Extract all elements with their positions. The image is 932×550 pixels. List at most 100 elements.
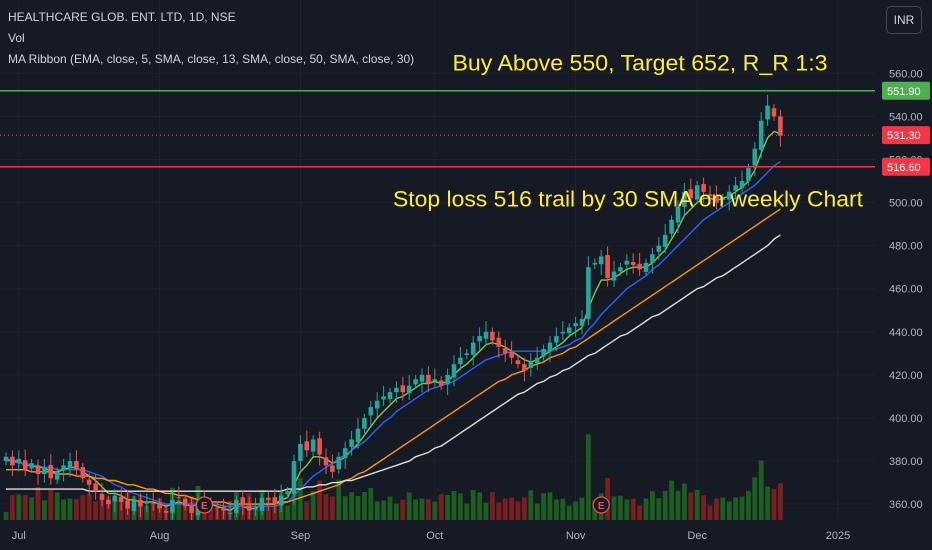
candle — [400, 376, 406, 401]
candle — [394, 381, 399, 403]
volume-bar — [490, 492, 495, 520]
candle — [144, 493, 150, 513]
candle — [99, 483, 105, 507]
candle-body — [477, 336, 482, 342]
candle-body — [131, 499, 137, 512]
price-tick-label: 480.00 — [889, 241, 923, 253]
candle — [93, 474, 98, 500]
candle — [259, 493, 265, 516]
candle-body — [618, 267, 623, 272]
volume-bar — [566, 505, 572, 520]
volume-bar — [643, 498, 649, 520]
candle-body — [138, 499, 143, 507]
volume-bar — [144, 505, 150, 520]
earnings-marker: E — [592, 496, 610, 514]
candle — [720, 193, 726, 205]
candle-body — [675, 206, 681, 223]
time-tick-label: Jul — [12, 530, 26, 542]
volume-bar — [298, 478, 303, 520]
candle-body — [35, 465, 41, 474]
volume-bar — [515, 501, 521, 520]
candle — [285, 486, 290, 499]
candle-body — [86, 479, 92, 485]
candle-body — [298, 443, 303, 462]
candle-body — [330, 465, 335, 472]
candle-body — [317, 438, 322, 455]
candle-body — [99, 493, 105, 500]
candle-body — [150, 503, 156, 505]
candle-body — [16, 458, 22, 463]
volume-bar — [35, 487, 41, 520]
candle — [739, 170, 745, 195]
candle-body — [189, 505, 194, 513]
volume-bar — [74, 499, 79, 520]
candle — [35, 459, 41, 485]
volume-bar — [682, 483, 687, 520]
candle — [714, 185, 719, 210]
candle — [342, 441, 348, 469]
candle — [419, 368, 425, 393]
candle-body — [368, 407, 374, 416]
candle-body — [598, 256, 604, 265]
candle-body — [349, 439, 354, 447]
volume-bar — [470, 490, 476, 520]
volume-bar — [522, 497, 527, 520]
candle — [246, 496, 252, 520]
candle — [138, 493, 143, 518]
candle — [656, 237, 662, 261]
earnings-label: E — [598, 501, 605, 512]
candle-body — [630, 262, 636, 266]
currency-button[interactable]: INR — [886, 6, 922, 34]
time-tick-label: Dec — [687, 530, 707, 542]
candle — [432, 368, 438, 388]
volume-bar — [285, 505, 290, 520]
volume-bar — [93, 501, 98, 520]
candle-body — [470, 342, 476, 355]
candle — [650, 247, 655, 274]
candle-body — [234, 499, 239, 513]
candle-body — [502, 348, 508, 354]
candle — [490, 327, 495, 345]
volume-bar — [605, 478, 610, 520]
candle — [118, 488, 124, 511]
volume-bar — [701, 495, 706, 520]
candle-body — [259, 497, 265, 512]
price-label-box — [882, 81, 930, 100]
volume-bar — [432, 501, 438, 520]
candle — [586, 256, 591, 326]
candle-body — [522, 364, 527, 371]
volume-bar — [746, 490, 751, 520]
candle — [80, 462, 86, 483]
ma-line-sma-13 — [6, 161, 781, 507]
candle — [502, 339, 508, 362]
volume-bar — [771, 489, 777, 520]
candle — [336, 452, 342, 474]
candle-body — [509, 352, 514, 358]
candle — [426, 366, 431, 393]
volume-bar — [541, 493, 546, 520]
candle-body — [534, 357, 540, 364]
candle-body — [381, 396, 386, 400]
volume-bar — [669, 480, 674, 520]
candle-body — [451, 364, 457, 378]
candle — [566, 323, 572, 338]
candle-body — [413, 379, 418, 385]
volume-bar — [528, 490, 534, 520]
price-label-box — [882, 157, 930, 176]
candle-body — [221, 507, 226, 511]
candle — [522, 357, 527, 382]
candle-body — [688, 189, 694, 199]
candle — [381, 385, 386, 406]
volume-bar — [419, 498, 425, 520]
volume-bar — [624, 499, 630, 520]
candle-body — [163, 511, 169, 513]
price-tick-label: 560.00 — [889, 68, 923, 80]
candle-body — [707, 194, 713, 197]
candle — [547, 336, 553, 363]
candle — [278, 484, 284, 512]
candle-body — [586, 267, 591, 319]
candle-body — [387, 392, 393, 400]
candle — [368, 400, 374, 427]
volume-bar — [67, 498, 73, 520]
